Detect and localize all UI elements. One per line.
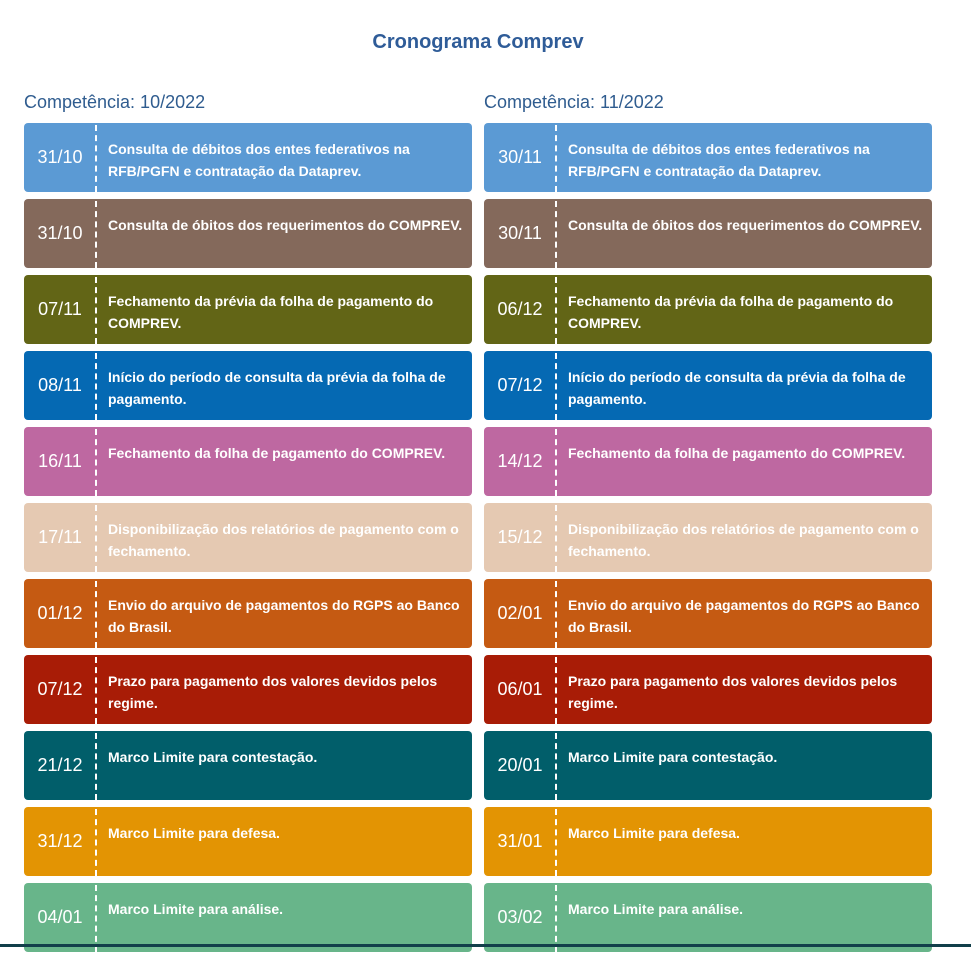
schedule-card: 16/11 Fechamento da folha de pagamento d… (24, 427, 472, 496)
dashed-divider (95, 201, 97, 268)
schedule-date: 20/01 (497, 755, 543, 775)
schedule-date: 31/12 (37, 831, 83, 851)
schedule-card: 14/12 Fechamento da folha de pagamento d… (484, 427, 932, 496)
schedule-description: Envio do arquivo de pagamentos do RGPS a… (568, 597, 920, 635)
schedule-card: 20/01 Marco Limite para contestação. (484, 731, 932, 800)
schedule-card: 07/11 Fechamento da prévia da folha de p… (24, 275, 472, 344)
schedule-date: 14/12 (497, 451, 543, 471)
schedule-date: 08/11 (38, 375, 82, 395)
schedule-card: 03/02 Marco Limite para análise. (484, 883, 932, 952)
dashed-divider (555, 201, 557, 268)
schedule-description: Marco Limite para análise. (568, 901, 744, 917)
schedule-column-right: Competência: 11/2022 30/11 Consulta de d… (484, 90, 932, 959)
page-title: Cronograma Comprev (372, 31, 584, 53)
dashed-divider (555, 885, 557, 952)
schedule-card: 30/11 Consulta de débitos dos entes fede… (484, 123, 932, 192)
schedule-description: Consulta de óbitos dos requerimentos do … (568, 217, 923, 233)
dashed-divider (95, 353, 97, 420)
dashed-divider (95, 733, 97, 800)
schedule-card: 08/11 Início do período de consulta da p… (24, 351, 472, 420)
schedule-date: 16/11 (38, 451, 82, 471)
schedule-description: Fechamento da folha de pagamento do COMP… (108, 445, 446, 461)
schedule-card: 31/12 Marco Limite para defesa. (24, 807, 472, 876)
schedule-card: 21/12 Marco Limite para contestação. (24, 731, 472, 800)
schedule-card: 17/11 Disponibilização dos relatórios de… (24, 503, 472, 572)
dashed-divider (555, 733, 557, 800)
schedule-description: Envio do arquivo de pagamentos do RGPS a… (108, 597, 460, 635)
bottom-bar (0, 944, 971, 947)
schedule-date: 07/12 (497, 375, 543, 395)
dashed-divider (555, 809, 557, 876)
schedule-card: 15/12 Disponibilização dos relatórios de… (484, 503, 932, 572)
schedule-date: 31/10 (37, 223, 83, 243)
schedule-date: 01/12 (37, 603, 83, 623)
schedule-description: Prazo para pagamento dos valores devidos… (568, 673, 898, 711)
schedule-card: 06/01 Prazo para pagamento dos valores d… (484, 655, 932, 724)
schedule-description: Marco Limite para defesa. (108, 825, 280, 841)
schedule-description: Disponibilização dos relatórios de pagam… (108, 521, 459, 559)
schedule-date: 02/01 (497, 603, 543, 623)
schedule-card: 07/12 Início do período de consulta da p… (484, 351, 932, 420)
schedule-date: 06/12 (497, 299, 543, 319)
dashed-divider (555, 505, 557, 572)
schedule-date: 30/11 (498, 147, 542, 167)
schedule-date: 31/10 (37, 147, 83, 167)
dashed-divider (555, 277, 557, 344)
schedule-card: 31/10 Consulta de óbitos dos requeriment… (24, 199, 472, 268)
schedule-description: Marco Limite para contestação. (568, 749, 778, 765)
schedule-description: Início do período de consulta da prévia … (108, 369, 446, 407)
dashed-divider (95, 125, 97, 192)
competencia-heading: Competência: 10/2022 (24, 92, 206, 112)
schedule-card: 30/11 Consulta de óbitos dos requeriment… (484, 199, 932, 268)
schedule-description: Consulta de óbitos dos requerimentos do … (108, 217, 463, 233)
dashed-divider (95, 505, 97, 572)
schedule-date: 03/02 (497, 907, 543, 927)
schedule-date: 07/11 (38, 299, 82, 319)
competencia-heading: Competência: 11/2022 (484, 92, 664, 112)
schedule-date: 07/12 (37, 679, 83, 699)
dashed-divider (95, 809, 97, 876)
schedule-date: 04/01 (37, 907, 83, 927)
schedule-description: Consulta de débitos dos entes federativo… (568, 141, 870, 179)
dashed-divider (555, 581, 557, 648)
schedule-date: 06/01 (497, 679, 543, 699)
schedule-description: Prazo para pagamento dos valores devidos… (108, 673, 438, 711)
schedule-description: Fechamento da prévia da folha de pagamen… (568, 293, 894, 331)
schedule-card: 31/01 Marco Limite para defesa. (484, 807, 932, 876)
dashed-divider (95, 429, 97, 496)
schedule-description: Fechamento da folha de pagamento do COMP… (568, 445, 906, 461)
schedule-description: Início do período de consulta da prévia … (568, 369, 906, 407)
dashed-divider (555, 125, 557, 192)
schedule-card: 04/01 Marco Limite para análise. (24, 883, 472, 952)
schedule-description: Fechamento da prévia da folha de pagamen… (108, 293, 434, 331)
schedule-description: Marco Limite para análise. (108, 901, 284, 917)
dashed-divider (95, 885, 97, 952)
schedule-description: Disponibilização dos relatórios de pagam… (568, 521, 919, 559)
schedule-description: Consulta de débitos dos entes federativo… (108, 141, 410, 179)
schedule-description: Marco Limite para contestação. (108, 749, 318, 765)
dashed-divider (95, 657, 97, 724)
dashed-divider (95, 581, 97, 648)
schedule-date: 17/11 (38, 527, 82, 547)
schedule-column-left: Competência: 10/2022 31/10 Consulta de d… (24, 90, 472, 959)
schedule-date: 15/12 (497, 527, 543, 547)
dashed-divider (555, 657, 557, 724)
dashed-divider (95, 277, 97, 344)
schedule-card: 01/12 Envio do arquivo de pagamentos do … (24, 579, 472, 648)
schedule-card: 02/01 Envio do arquivo de pagamentos do … (484, 579, 932, 648)
schedule-description: Marco Limite para defesa. (568, 825, 740, 841)
schedule-date: 30/11 (498, 223, 542, 243)
dashed-divider (555, 429, 557, 496)
schedule-date: 31/01 (497, 831, 543, 851)
schedule-card: 31/10 Consulta de débitos dos entes fede… (24, 123, 472, 192)
schedule-card: 06/12 Fechamento da prévia da folha de p… (484, 275, 932, 344)
schedule-card: 07/12 Prazo para pagamento dos valores d… (24, 655, 472, 724)
schedule-date: 21/12 (37, 755, 83, 775)
dashed-divider (555, 353, 557, 420)
